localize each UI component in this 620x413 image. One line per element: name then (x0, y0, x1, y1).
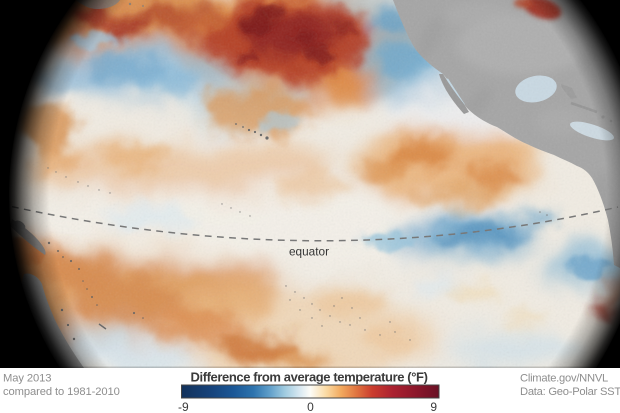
svg-text:9: 9 (430, 400, 437, 413)
svg-text:Data: Geo-Polar SST: Data: Geo-Polar SST (520, 386, 620, 398)
svg-text:May 2013: May 2013 (3, 373, 51, 385)
svg-text:-9: -9 (178, 400, 189, 413)
svg-text:Climate.gov/NNVL: Climate.gov/NNVL (520, 373, 608, 385)
svg-text:0: 0 (307, 400, 314, 413)
svg-text:Difference from average temper: Difference from average temperature (°F) (191, 369, 428, 384)
svg-text:compared to 1981-2010: compared to 1981-2010 (3, 386, 120, 398)
